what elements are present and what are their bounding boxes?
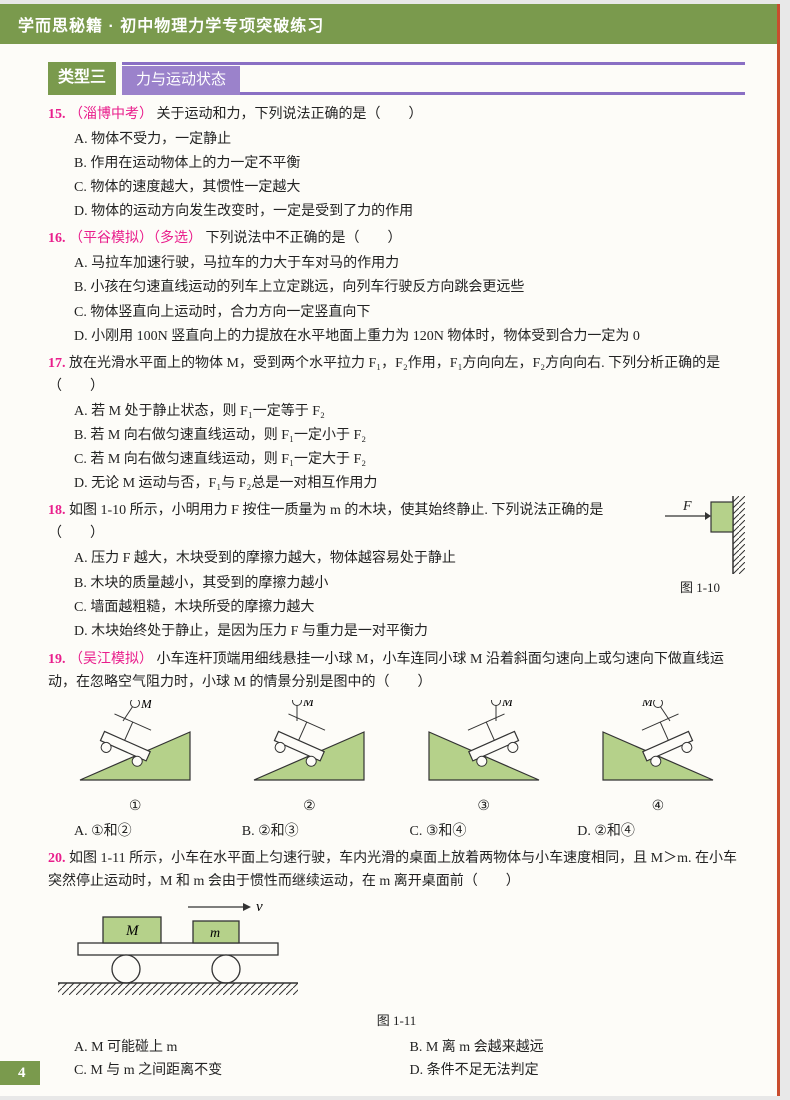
svg-text:M: M <box>641 700 654 709</box>
q18-A: A. 压力 F 越大，木块受到的摩擦力越大，物体越容易处于静止 <box>74 547 745 570</box>
question-19: 19. （吴江模拟） 小车连杆顶端用细线悬挂一小球 M，小车连同小球 M 沿着斜… <box>48 648 745 694</box>
q16-A: A. 马拉车加速行驶，马拉车的力大于车对马的作用力 <box>74 252 745 275</box>
q19-B: B. ②和③ <box>242 820 410 843</box>
fig18-F-label: F <box>682 499 692 514</box>
section-badge: 类型三 <box>48 62 116 94</box>
q19-num: 19. <box>48 652 66 667</box>
q19-C: C. ③和④ <box>410 820 578 843</box>
q16-src: （平谷模拟）（多选） <box>69 231 202 246</box>
q15-C: C. 物体的速度越大，其惯性一定越大 <box>74 176 745 199</box>
q19-src: （吴江模拟） <box>69 652 153 667</box>
page-number: 4 <box>0 1064 40 1082</box>
svg-text:M: M <box>125 923 140 939</box>
q17-C: C. 若 M 向右做匀速直线运动，则 F₁一定大于 F₂ <box>74 448 745 471</box>
question-20: 20. 如图 1-11 所示，小车在水平面上匀速行驶，车内光滑的桌面上放着两物体… <box>48 847 745 893</box>
svg-text:M: M <box>302 700 315 709</box>
q16-num: 16. <box>48 231 66 246</box>
q20-D: D. 条件不足无法判定 <box>410 1059 746 1082</box>
q19-D: D. ②和④ <box>577 820 745 843</box>
q18-num: 18. <box>48 503 66 518</box>
section-header: 类型三 力与运动状态 <box>48 62 745 95</box>
figure-1-11-caption: 图 1-11 <box>48 1010 745 1031</box>
content-area: 类型三 力与运动状态 15. （淄博中考） 关于运动和力，下列说法正确的是（ ）… <box>0 44 777 1082</box>
q18-stem: 如图 1-10 所示，小明用力 F 按住一质量为 m 的木块，使其始终静止. 下… <box>48 503 603 541</box>
q18-B: B. 木块的质量越小，其受到的摩擦力越小 <box>74 572 745 595</box>
svg-text:M: M <box>140 700 153 711</box>
q15-stem: 关于运动和力，下列说法正确的是（ ） <box>157 107 423 122</box>
page: 学而思秘籍 · 初中物理力学专项突破练习 类型三 力与运动状态 15. （淄博中… <box>0 4 780 1096</box>
section-title: 力与运动状态 <box>122 66 240 95</box>
q15-B: B. 作用在运动物体上的力一定不平衡 <box>74 152 745 175</box>
svg-text:m: m <box>210 926 220 941</box>
q17-num: 17. <box>48 356 66 371</box>
q20-stem: 如图 1-11 所示，小车在水平面上匀速行驶，车内光滑的桌面上放着两物体与小车速… <box>48 851 737 889</box>
q20-B: B. M 离 m 会越来越远 <box>410 1036 746 1059</box>
q19-fig3: M ③ <box>414 700 554 818</box>
q19-A: A. ①和② <box>74 820 242 843</box>
q15-A: A. 物体不受力，一定静止 <box>74 128 745 151</box>
q20-options: A. M 可能碰上 m B. M 离 m 会越来越远 C. M 与 m 之间距离… <box>74 1036 745 1082</box>
q19-options: A. ①和② B. ②和③ C. ③和④ D. ②和④ <box>74 820 745 843</box>
svg-text:M: M <box>501 700 514 709</box>
q16-D: D. 小刚用 100N 竖直向上的力提放在水平地面上重力为 120N 物体时，物… <box>74 325 745 348</box>
q19-fig2: M ② <box>239 700 379 818</box>
book-header: 学而思秘籍 · 初中物理力学专项突破练习 <box>0 4 777 44</box>
q15-num: 15. <box>48 107 66 122</box>
q15-options: A. 物体不受力，一定静止 B. 作用在运动物体上的力一定不平衡 C. 物体的速… <box>74 128 745 223</box>
q17-D: D. 无论 M 运动与否，F₁与 F₂总是一对相互作用力 <box>74 472 745 495</box>
q19-fig4: M ④ <box>588 700 728 818</box>
figure-1-11: v M m 图 1-11 <box>48 897 745 1031</box>
question-15: 15. （淄博中考） 关于运动和力，下列说法正确的是（ ） <box>48 103 745 126</box>
q17-A: A. 若 M 处于静止状态，则 F₁一定等于 F₂ <box>74 400 745 423</box>
q20-A: A. M 可能碰上 m <box>74 1036 410 1059</box>
q17-B: B. 若 M 向右做匀速直线运动，则 F₁一定小于 F₂ <box>74 424 745 447</box>
q15-D: D. 物体的运动方向发生改变时，一定是受到了力的作用 <box>74 200 745 223</box>
q16-options: A. 马拉车加速行驶，马拉车的力大于车对马的作用力 B. 小孩在匀速直线运动的列… <box>74 252 745 347</box>
q16-C: C. 物体竖直向上运动时，合力方向一定竖直向下 <box>74 301 745 324</box>
page-number-value: 4 <box>0 1061 40 1085</box>
q18-C: C. 墙面越粗糙，木块所受的摩擦力越大 <box>74 596 745 619</box>
q20-C: C. M 与 m 之间距离不变 <box>74 1059 410 1082</box>
q18-D: D. 木块始终处于静止，是因为压力 F 与重力是一对平衡力 <box>74 620 745 643</box>
figure-1-10-caption: 图 1-10 <box>655 577 745 598</box>
q18-options: A. 压力 F 越大，木块受到的摩擦力越大，物体越容易处于静止 B. 木块的质量… <box>74 547 745 642</box>
section-title-bar: 力与运动状态 <box>122 62 745 95</box>
q17-options: A. 若 M 处于静止状态，则 F₁一定等于 F₂ B. 若 M 向右做匀速直线… <box>74 400 745 495</box>
q16-B: B. 小孩在匀速直线运动的列车上立定跳远，向列车行驶反方向跳会更远些 <box>74 276 745 299</box>
figure-1-10: F 图 1-10 <box>655 496 745 598</box>
q17-stem: 放在光滑水平面上的物体 M，受到两个水平拉力 F₁，F₂作用，F₁方向向左，F₂… <box>48 356 720 394</box>
question-17: 17. 放在光滑水平面上的物体 M，受到两个水平拉力 F₁，F₂作用，F₁方向向… <box>48 352 745 398</box>
q19-figures: M ① M ② <box>48 700 745 818</box>
question-16: 16. （平谷模拟）（多选） 下列说法中不正确的是（ ） <box>48 227 745 250</box>
question-18: 18. 如图 1-10 所示，小明用力 F 按住一质量为 m 的木块，使其始终静… <box>48 499 745 545</box>
q19-fig1: M ① <box>65 700 205 818</box>
q20-num: 20. <box>48 851 66 866</box>
svg-text:v: v <box>256 899 263 915</box>
q16-stem: 下列说法中不正确的是（ ） <box>206 231 402 246</box>
q15-src: （淄博中考） <box>69 107 153 122</box>
